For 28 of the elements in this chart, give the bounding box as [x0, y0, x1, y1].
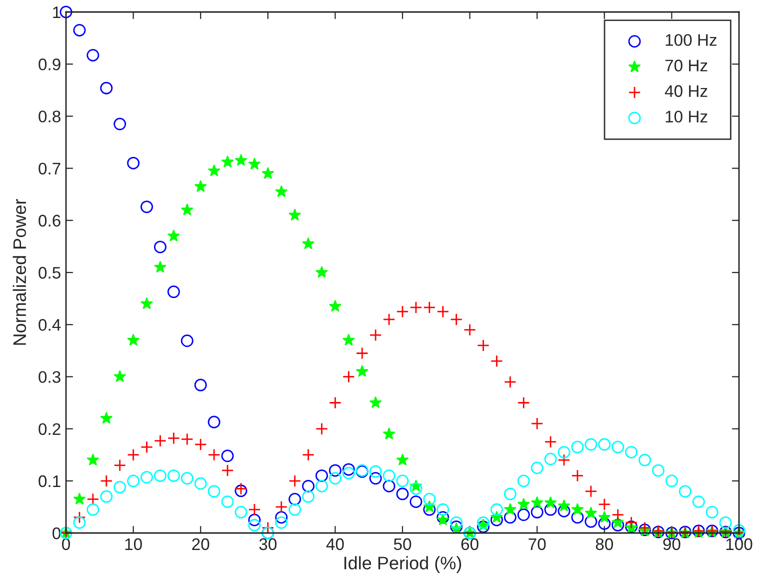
- y-tick-label: 0.7: [38, 162, 60, 175]
- x-tick-label: 50: [394, 538, 412, 550]
- legend-label: 10 Hz: [666, 110, 708, 123]
- y-tick-label: 0.2: [38, 423, 60, 436]
- x-tick-label: 80: [596, 538, 614, 550]
- y-tick-label: 0.1: [38, 475, 60, 488]
- y-tick-label: 0: [52, 527, 60, 540]
- y-tick-label: 1: [53, 6, 60, 18]
- y-tick-label: 0.6: [38, 214, 60, 227]
- legend-label: 100 Hz: [666, 34, 717, 46]
- y-tick-label: 0.5: [38, 266, 60, 279]
- x-tick-label: 10: [125, 538, 142, 550]
- legend-label: 40 Hz: [664, 85, 708, 97]
- x-tick-label: 60: [461, 538, 478, 550]
- x-tick-label: 30: [259, 538, 277, 550]
- x-tick-label: 90: [663, 538, 680, 550]
- y-axis-title: Normalized Power: [12, 199, 26, 345]
- x-tick-label: 40: [326, 538, 344, 550]
- x-tick-label: 20: [192, 538, 210, 550]
- x-tick-label: 100: [726, 538, 752, 550]
- x-axis-title: Idle Period (%): [344, 556, 462, 573]
- y-tick-label: 0.4: [38, 319, 61, 331]
- y-tick-label: 0.3: [38, 371, 60, 383]
- legend-label: 70 Hz: [665, 60, 708, 72]
- y-tick-label: 0.9: [38, 58, 60, 70]
- y-tick-label: 0.8: [38, 110, 60, 122]
- x-tick-label: 70: [528, 538, 546, 550]
- x-tick-label: 0: [62, 538, 70, 550]
